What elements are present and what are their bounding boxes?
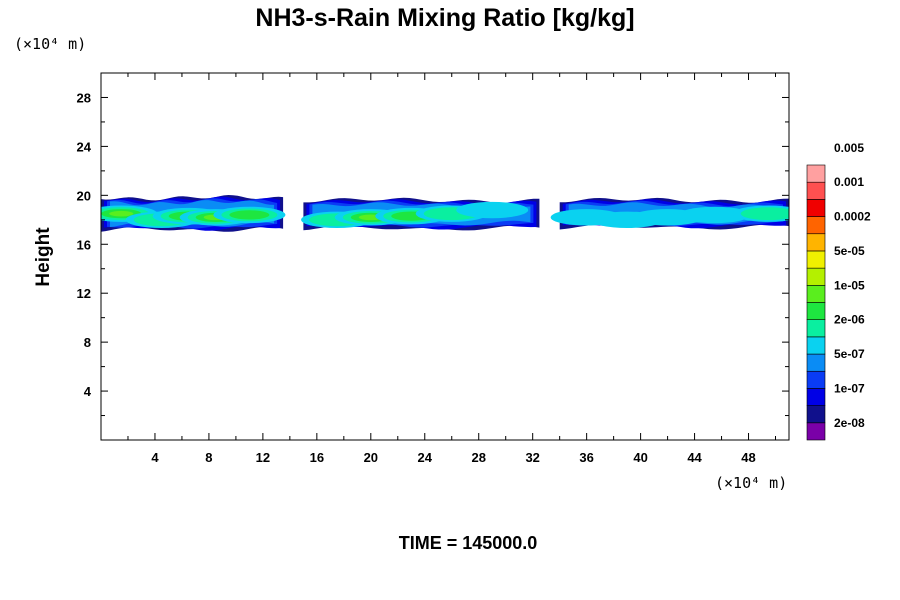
colorbar: 2e-08 1e-07 5e-07 2e-06 1e-05 5e-05 0.0002 0.00… [806, 141, 871, 441]
y-tick-label: 12 [77, 286, 91, 301]
x-axis-unit: (×10⁴ m) [715, 474, 787, 492]
colorbar-label: 2e-08 [834, 416, 865, 430]
plot-background [101, 73, 789, 440]
colorbar-label: 0.001 [834, 175, 864, 189]
x-tick-label: 44 [687, 450, 702, 465]
x-tick-label: 20 [364, 450, 378, 465]
x-tick-label: 4 [151, 450, 159, 465]
colorbar-label: 0.005 [834, 141, 864, 155]
y-tick-label: 20 [77, 188, 91, 203]
colorbar-label: 1e-05 [834, 278, 865, 292]
contour-core-level-5 [456, 201, 529, 219]
colorbar-swatch [806, 285, 826, 303]
y-tick-label: 24 [77, 139, 92, 154]
mixing-ratio-field [101, 195, 789, 232]
colorbar-swatch [806, 319, 826, 338]
colorbar-label: 1e-07 [834, 381, 865, 395]
x-tick-label: 8 [205, 450, 212, 465]
colorbar-swatch [806, 370, 826, 389]
x-tick-label: 12 [256, 450, 270, 465]
colorbar-label: 0.0002 [834, 210, 871, 224]
colorbar-swatch [806, 336, 826, 355]
x-tick-label: 40 [633, 450, 647, 465]
x-tick-label: 24 [418, 450, 433, 465]
x-tick-label: 48 [741, 450, 755, 465]
x-tick-label: 32 [525, 450, 539, 465]
colorbar-swatch [806, 199, 826, 217]
x-tick-label: 28 [471, 450, 485, 465]
x-tick-label: 36 [579, 450, 593, 465]
colorbar-swatch [806, 216, 826, 235]
y-tick-label: 16 [77, 237, 91, 252]
time-label: TIME = 145000.0 [399, 533, 538, 553]
x-tick-label: 16 [310, 450, 324, 465]
y-tick-label: 8 [84, 335, 91, 350]
colorbar-swatch [806, 164, 826, 183]
y-tick-label: 28 [77, 90, 91, 105]
colorbar-swatch [806, 302, 826, 320]
y-axis-unit: (×10⁴ m) [14, 35, 86, 53]
colorbar-swatch [806, 233, 826, 252]
colorbar-swatch [806, 181, 826, 200]
colorbar-swatch [806, 422, 826, 441]
colorbar-swatch [806, 353, 826, 372]
contour-core-level-5 [678, 206, 751, 224]
colorbar-swatch [806, 388, 826, 406]
y-tick-label: 4 [84, 384, 92, 399]
colorbar-swatch [806, 405, 826, 424]
y-axis-label: Height [33, 227, 54, 287]
colorbar-swatch [806, 267, 826, 286]
colorbar-label: 5e-05 [834, 244, 865, 258]
colorbar-label: 5e-07 [834, 347, 865, 361]
chart-title: NH3-s-Rain Mixing Ratio [kg/kg] [255, 4, 634, 32]
plot-frame [100, 72, 790, 441]
contour-core-level-6 [740, 207, 789, 221]
contour-core-level-7 [229, 210, 270, 220]
colorbar-swatch [806, 250, 826, 269]
contour-core-level-8 [109, 210, 134, 217]
colorbar-label: 2e-06 [834, 313, 865, 327]
